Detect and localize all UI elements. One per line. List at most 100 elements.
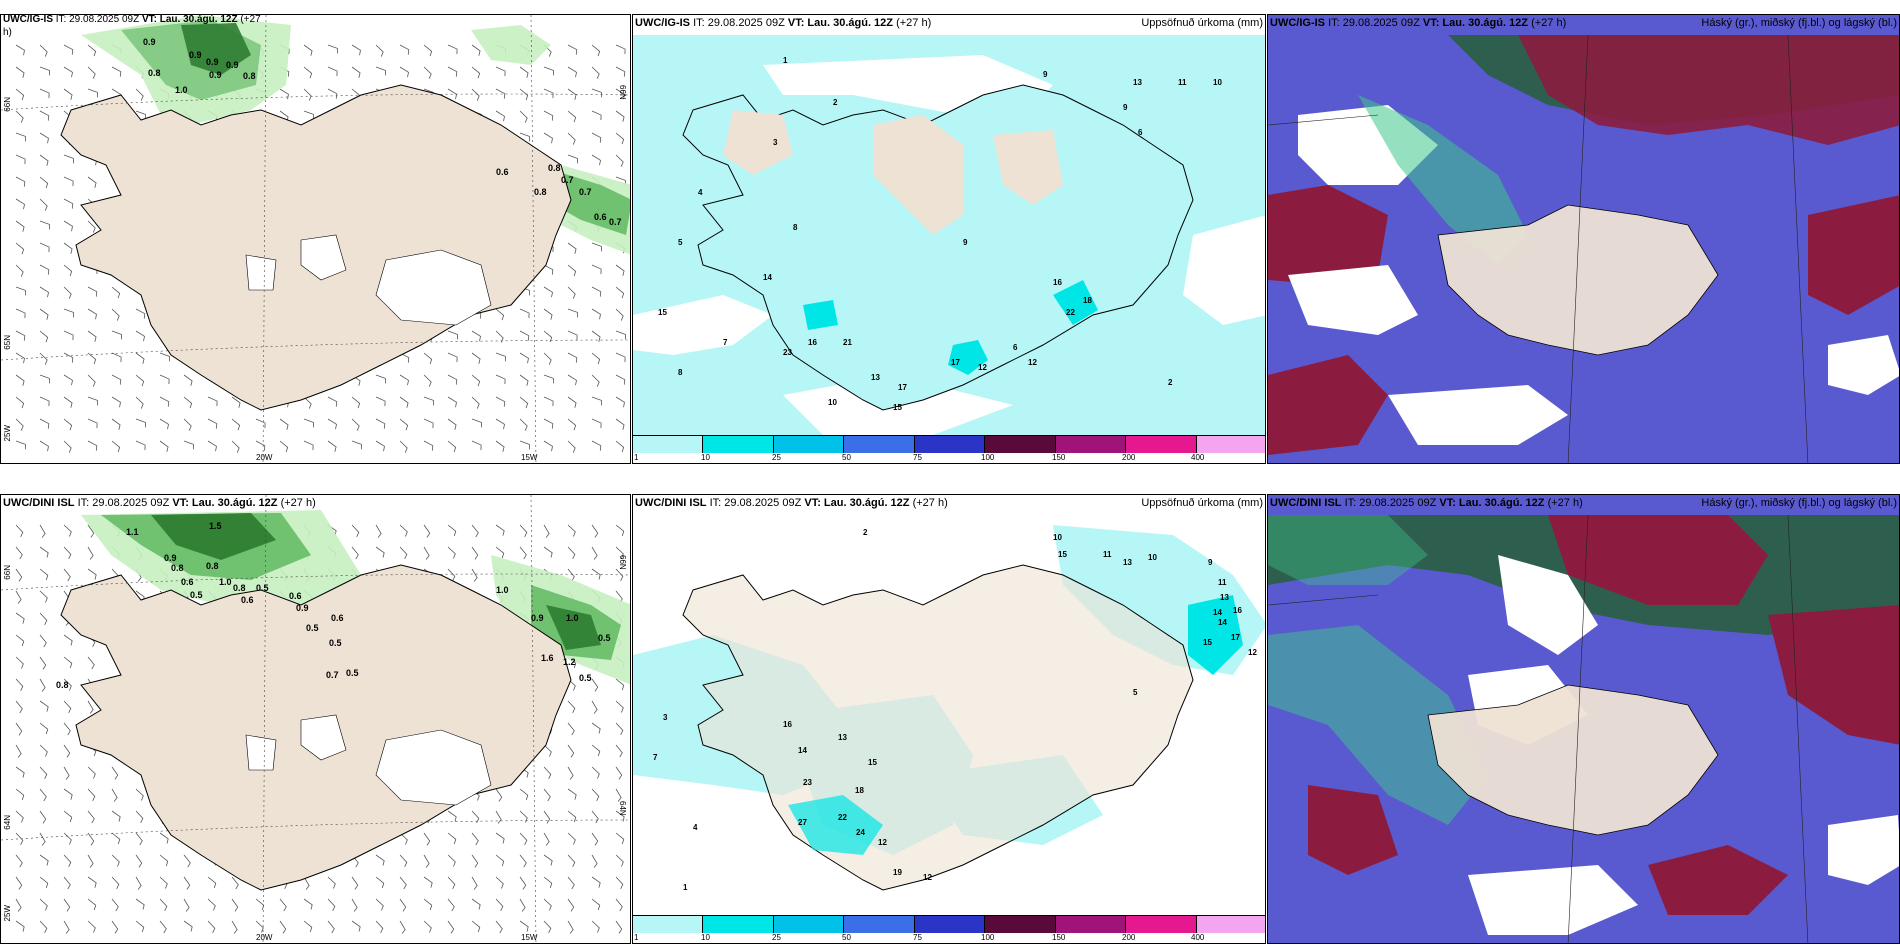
colorbar-cell <box>703 916 774 933</box>
wind-barb <box>615 876 624 889</box>
wind-barb <box>447 440 457 453</box>
wind-barb <box>111 832 121 845</box>
mid-cloud <box>1268 355 1388 455</box>
wind-barb <box>543 898 552 911</box>
precip-value: 0.8 <box>548 163 561 173</box>
wind-barb <box>303 66 313 79</box>
precip-number: 11 <box>1218 578 1227 587</box>
wind-barb <box>519 524 528 537</box>
wind-barb <box>39 264 50 275</box>
wind-barb <box>63 418 73 431</box>
panel-title: UWC/DINI ISL IT: 29.08.2025 09Z VT: Lau.… <box>635 497 948 509</box>
wind-barb <box>399 524 408 537</box>
precip-number: 13 <box>1220 593 1229 602</box>
colorbar-tick: 150 <box>1052 933 1066 942</box>
wind-barb <box>447 920 455 934</box>
wind-barb <box>63 524 72 537</box>
wind-barb <box>207 440 217 452</box>
wind-barb <box>615 568 624 581</box>
wind-barb <box>111 854 120 867</box>
wind-barb <box>159 920 167 934</box>
colorbar-tick: 200 <box>1122 453 1136 462</box>
wind-barb <box>543 308 553 320</box>
wind-barb <box>447 832 457 845</box>
lat-label: 65N <box>3 335 12 350</box>
wind-barb <box>471 396 480 409</box>
colorbar-cell <box>1055 916 1127 933</box>
wind-barb <box>87 176 97 188</box>
precip-number: 14 <box>763 273 772 282</box>
wind-barb <box>15 198 25 210</box>
wind-barb <box>279 920 287 934</box>
precip-number: 7 <box>653 753 658 762</box>
wind-barb <box>303 44 313 56</box>
wind-barb <box>399 66 409 78</box>
wind-barb <box>543 88 554 99</box>
precip-value: 0.5 <box>346 668 359 678</box>
wind-barb <box>567 132 576 145</box>
wind-barb <box>591 766 600 779</box>
precip-value: 0.6 <box>289 591 302 601</box>
wind-barb <box>231 876 239 890</box>
wind-barb <box>111 876 120 889</box>
colorbar-tick: 50 <box>842 453 851 462</box>
wind-barb <box>375 920 384 933</box>
precip-number: 8 <box>793 223 798 232</box>
precip-number: 9 <box>1123 103 1128 112</box>
wind-barb <box>135 898 145 910</box>
precip-value: 0.7 <box>579 187 592 197</box>
wind-barb <box>351 546 359 560</box>
wind-barb <box>87 876 97 888</box>
wind-barb <box>15 546 23 560</box>
wind-barb <box>519 396 529 409</box>
map-panel-bottom-middle: 10 15 11 13 10 9 11 13 14 16 14 15 17 12… <box>632 494 1266 944</box>
wind-barb <box>111 766 119 780</box>
wind-barb <box>63 374 73 386</box>
precip-number: 14 <box>1218 618 1227 627</box>
wind-barb <box>519 832 528 845</box>
wind-barb <box>39 176 49 189</box>
wind-barb <box>591 832 599 846</box>
wind-barb <box>375 44 384 57</box>
precip-number: 10 <box>1213 78 1222 87</box>
wind-barb <box>615 854 624 867</box>
precip-value: 0.8 <box>243 71 256 81</box>
wind-barb <box>543 374 554 384</box>
wind-barb <box>135 110 146 120</box>
wind-barb <box>111 352 122 363</box>
mid-cloud <box>1518 35 1899 145</box>
wind-barb <box>15 722 23 736</box>
wind-barb <box>231 440 240 453</box>
precip-area <box>546 605 601 650</box>
wind-barb <box>495 88 506 99</box>
wind-barb <box>255 440 266 451</box>
precip-number: 16 <box>808 338 817 347</box>
dry-area <box>633 295 773 355</box>
colorbar-ticks: 1 10 25 50 75 100 150 200 400 <box>633 933 1265 943</box>
wind-barb <box>159 876 168 889</box>
wind-barb <box>327 66 338 77</box>
wind-barb <box>63 286 72 299</box>
wind-barb <box>615 44 626 55</box>
wind-barb <box>135 352 145 364</box>
wind-barb <box>111 374 122 385</box>
cloud-map-bottom <box>1268 495 1899 943</box>
precip-number: 13 <box>838 733 847 742</box>
wind-barb <box>543 524 550 538</box>
wind-barb <box>15 678 24 691</box>
wind-barb <box>399 920 406 934</box>
wind-barb <box>87 898 97 911</box>
wind-barb <box>447 374 458 385</box>
precip-number: 14 <box>798 746 807 755</box>
wind-barb <box>471 66 481 79</box>
glacier <box>375 729 492 806</box>
wind-barb <box>87 352 97 365</box>
wind-barb <box>159 854 169 867</box>
wind-barb <box>15 656 24 669</box>
wind-barb <box>63 766 70 780</box>
wind-barb <box>495 788 503 802</box>
panel-title: UWC/IG-IS IT: 29.08.2025 09Z VT: Lau. 30… <box>3 14 261 38</box>
graticule <box>1 15 630 463</box>
lon-label: 25W <box>3 905 12 922</box>
heavy-precip <box>1053 280 1098 325</box>
